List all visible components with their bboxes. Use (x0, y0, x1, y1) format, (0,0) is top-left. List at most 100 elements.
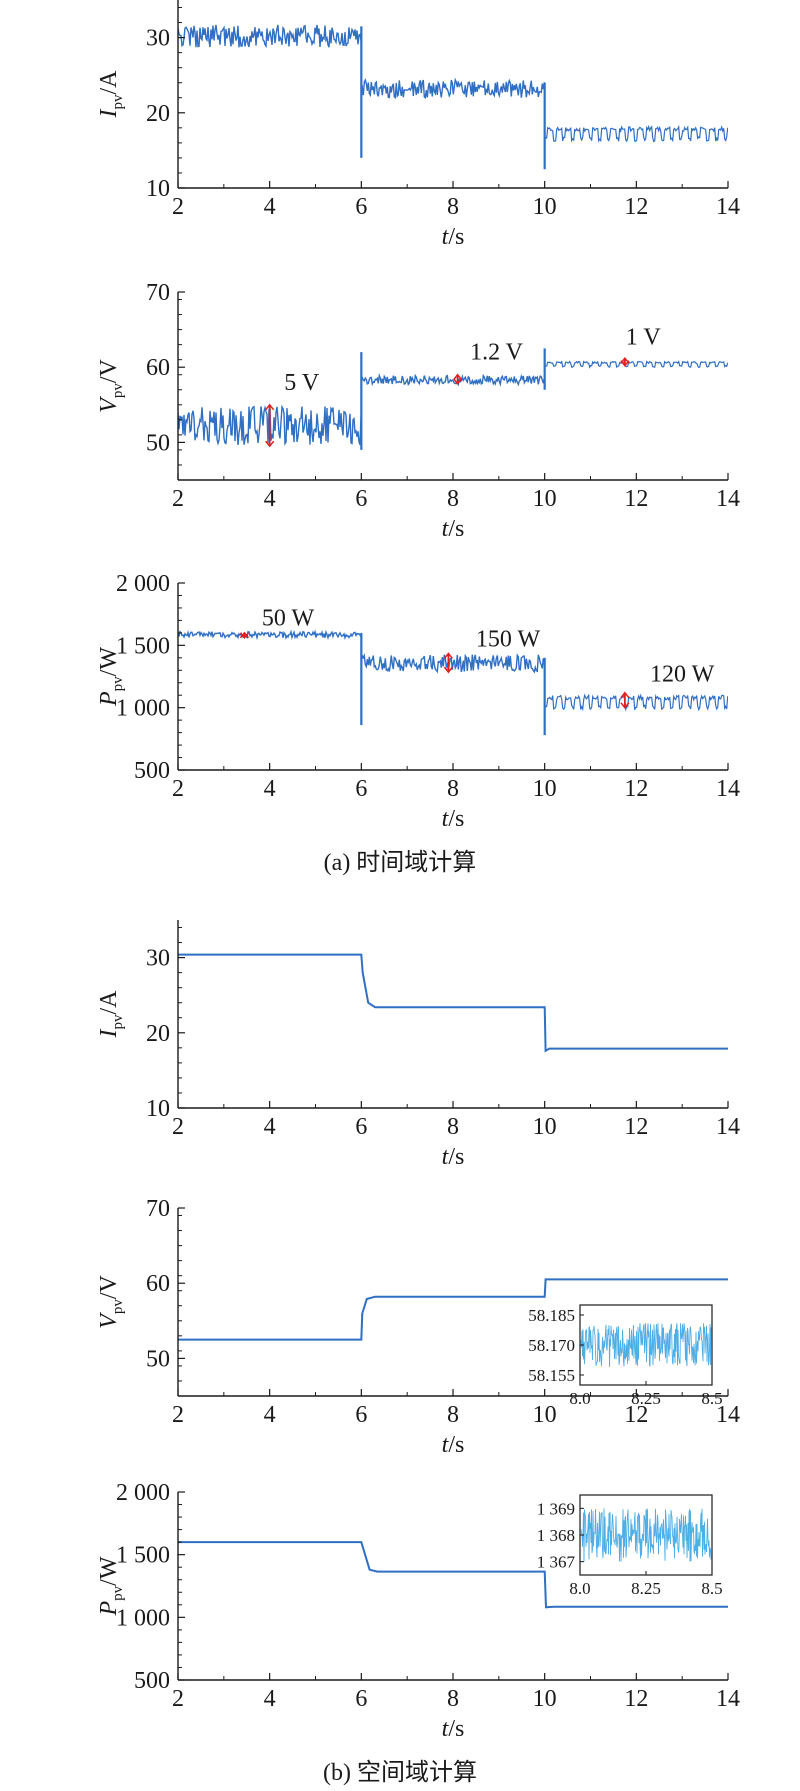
y-tick-label: 50 (146, 430, 170, 456)
plot-voltage-time-domain: 2 4 6 8 10 12 14 50 60 70 t/s Vpv/V 5 V 1.2 V 1 V (96, 280, 740, 542)
x-tick-label: 8 (447, 1686, 459, 1712)
x-axis-label: t/s (442, 516, 465, 542)
x-tick-label: 2 (172, 1686, 184, 1712)
x-tick-label: 6 (355, 194, 367, 220)
ripple-marker-arrow (239, 631, 250, 639)
inset-y-tick-label: 58.185 (528, 1306, 575, 1325)
ripple-marker-arrow (452, 373, 463, 381)
x-tick-label: 6 (355, 1402, 367, 1428)
x-tick-label: 4 (264, 1114, 276, 1140)
x-tick-label: 12 (624, 776, 648, 802)
x-tick-label: 2 (172, 1114, 184, 1140)
inset-y-tick-label: 1 367 (537, 1553, 576, 1572)
x-axis-label: t/s (442, 806, 465, 832)
ripple-marker-arrow (620, 691, 630, 699)
x-tick-label: 14 (716, 1686, 740, 1712)
y-axis-label: Ipv/A (96, 990, 126, 1039)
y-axis-label: Ppv/W (96, 647, 126, 707)
x-tick-label: 14 (716, 486, 740, 512)
x-tick-label: 12 (624, 194, 648, 220)
y-tick-label: 2 000 (116, 1480, 170, 1506)
x-tick-label: 14 (716, 1402, 740, 1428)
ripple-marker-arrow (620, 356, 630, 364)
y-tick-label: 1 500 (116, 633, 170, 659)
ripple-marker-arrow (265, 440, 275, 448)
y-tick-label: 60 (146, 1271, 170, 1297)
x-tick-label: 10 (533, 1114, 557, 1140)
series-group (178, 629, 728, 736)
x-tick-label: 2 (172, 194, 184, 220)
x-tick-label: 8 (447, 1114, 459, 1140)
caption-time-domain: (a) 时间域计算 (324, 849, 477, 876)
inset-signal (580, 1323, 712, 1368)
x-axis-label: t/s (442, 1716, 465, 1742)
x-tick-label: 8 (447, 486, 459, 512)
x-tick-label: 12 (624, 1114, 648, 1140)
y-tick-label: 30 (146, 946, 170, 972)
zoom-inset: 8.0 8.25 8.5 58.155 58.170 58.185 (528, 1304, 723, 1408)
signal-segment-2 (360, 77, 545, 100)
x-axis-label: t/s (442, 1432, 465, 1458)
ripple-annotation-3: 120 W (650, 661, 715, 687)
y-tick-label: 500 (134, 1668, 170, 1694)
x-tick-label: 10 (533, 1686, 557, 1712)
signal-segment-3 (544, 360, 728, 369)
x-tick-label: 12 (624, 486, 648, 512)
y-tick-label: 70 (146, 1196, 170, 1222)
signal-line (178, 1541, 728, 1609)
y-tick-label: 70 (146, 280, 170, 306)
inset-x-tick-label: 8.0 (569, 1389, 590, 1408)
plot-voltage-space-domain: 2 4 6 8 10 12 14 50 60 70 t/s Vpv/V 8.0 8.25 8.5 58.155… (96, 1196, 740, 1458)
y-tick-label: 20 (146, 101, 170, 127)
ripple-annotation-2: 150 W (476, 627, 541, 653)
x-tick-label: 10 (533, 194, 557, 220)
x-tick-label: 10 (533, 776, 557, 802)
x-tick-label: 12 (624, 1686, 648, 1712)
signal-segment-3 (544, 693, 728, 712)
inset-x-tick-label: 8.5 (701, 1579, 722, 1598)
y-axis-label: Ppv/W (96, 1556, 126, 1616)
caption-space-domain: (b) 空间域计算 (323, 1759, 477, 1786)
inset-x-tick-label: 8.25 (631, 1389, 661, 1408)
x-tick-label: 6 (355, 1114, 367, 1140)
signal-segment-2 (360, 372, 545, 387)
x-tick-label: 14 (716, 1114, 740, 1140)
inset-signal (580, 1508, 712, 1562)
ripple-annotation-1: 50 W (262, 605, 315, 631)
x-tick-label: 4 (264, 486, 276, 512)
zoom-inset: 8.0 8.25 8.5 1 367 1 368 1 369 (537, 1494, 723, 1598)
inset-x-tick-label: 8.25 (631, 1579, 661, 1598)
x-tick-label: 4 (264, 1686, 276, 1712)
x-tick-label: 12 (624, 1402, 648, 1428)
ripple-marker-arrow (265, 403, 275, 411)
x-axis-label: t/s (442, 224, 465, 250)
ripple-marker-arrow (620, 702, 630, 709)
signal-segment-2 (360, 652, 545, 674)
signal-segment-3 (544, 124, 728, 143)
y-tick-label: 10 (146, 1096, 170, 1122)
x-tick-label: 6 (355, 486, 367, 512)
inset-y-tick-label: 58.170 (528, 1336, 575, 1355)
x-tick-label: 14 (716, 194, 740, 220)
signal-segment-1 (178, 629, 362, 641)
inset-y-tick-label: 58.155 (528, 1366, 575, 1385)
x-tick-label: 2 (172, 776, 184, 802)
x-tick-label: 4 (264, 776, 276, 802)
x-tick-label: 6 (355, 776, 367, 802)
y-tick-label: 30 (146, 26, 170, 52)
y-tick-label: 50 (146, 1346, 170, 1372)
inset-y-tick-label: 1 368 (537, 1526, 575, 1545)
y-tick-label: 1 000 (116, 696, 170, 722)
x-tick-label: 8 (447, 776, 459, 802)
series-group (178, 953, 728, 1053)
series-group (178, 1541, 728, 1609)
y-tick-label: 500 (134, 758, 170, 784)
inset-y-tick-label: 1 369 (537, 1499, 575, 1518)
y-tick-label: 1 000 (116, 1605, 170, 1631)
y-tick-label: 20 (146, 1021, 170, 1047)
y-tick-label: 1 500 (116, 1543, 170, 1569)
x-tick-label: 10 (533, 486, 557, 512)
series-group (178, 1278, 728, 1341)
